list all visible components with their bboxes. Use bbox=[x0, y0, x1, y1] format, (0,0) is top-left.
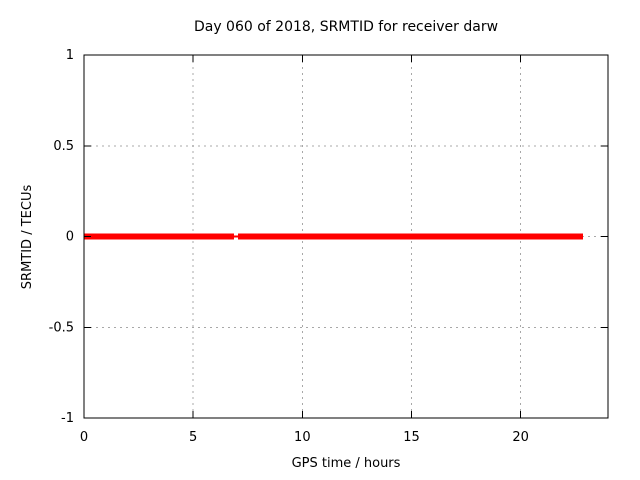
y-tick-label: -0.5 bbox=[49, 320, 74, 335]
chart-title: Day 060 of 2018, SRMTID for receiver dar… bbox=[194, 19, 498, 35]
y-tick-label: 0.5 bbox=[53, 139, 74, 154]
x-tick-label: 15 bbox=[403, 430, 420, 445]
x-axis-label: GPS time / hours bbox=[292, 456, 401, 471]
series-line bbox=[84, 233, 234, 240]
y-axis-label: SRMTID / TECUs bbox=[20, 185, 35, 290]
series-line bbox=[237, 233, 584, 240]
x-tick-label: 0 bbox=[80, 430, 88, 445]
x-tick-label: 10 bbox=[294, 430, 311, 445]
y-tick-label: -1 bbox=[61, 411, 74, 426]
plot-generated-layer: 0 5 10 15 20 -1 -0.5 0 0.5 1 bbox=[49, 48, 609, 445]
x-tick-label: 20 bbox=[512, 430, 529, 445]
y-tick-label: 0 bbox=[66, 230, 74, 245]
x-tick-label: 5 bbox=[189, 430, 197, 445]
y-tick-label: 1 bbox=[66, 48, 74, 63]
